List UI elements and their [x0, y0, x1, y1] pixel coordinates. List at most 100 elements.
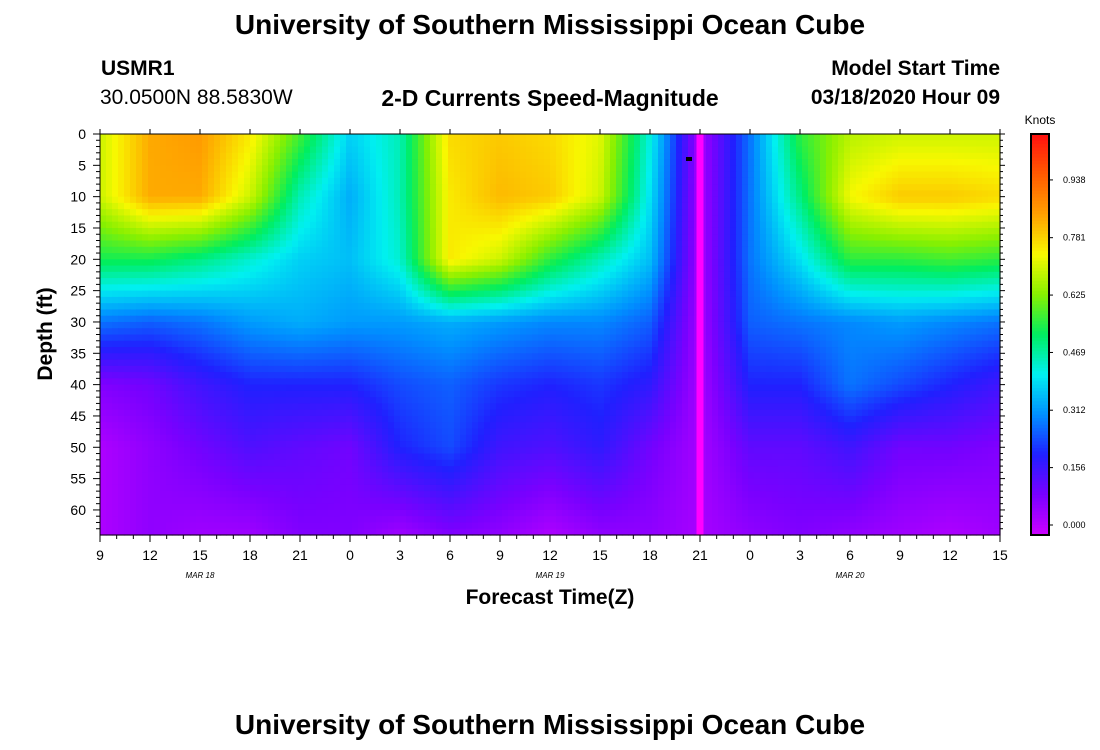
heatmap-cell	[610, 227, 617, 235]
heatmap-cell	[130, 321, 137, 329]
heatmap-cell	[340, 159, 347, 166]
heatmap-cell	[328, 309, 335, 317]
heatmap-cell	[472, 328, 479, 336]
heatmap-cell	[646, 259, 653, 267]
heatmap-cell	[418, 159, 425, 166]
heatmap-cell	[412, 140, 419, 148]
heatmap-cell	[712, 278, 719, 285]
heatmap-cell	[250, 190, 257, 198]
heatmap-cell	[958, 321, 965, 329]
heatmap-cell	[202, 284, 209, 292]
heatmap-cell	[604, 215, 611, 223]
heatmap-cell	[754, 246, 761, 254]
heatmap-cell	[106, 215, 113, 223]
heatmap-cell	[388, 234, 395, 242]
heatmap-cell	[808, 165, 815, 173]
heatmap-cell	[670, 177, 677, 185]
heatmap-cell	[406, 253, 413, 260]
heatmap-cell	[382, 271, 389, 279]
heatmap-cell	[616, 152, 623, 160]
heatmap-cell	[706, 184, 713, 191]
heatmap-cell	[472, 309, 479, 317]
heatmap-cell	[682, 328, 689, 336]
heatmap-cell	[682, 265, 689, 273]
heatmap-cell	[736, 140, 743, 148]
heatmap-cell	[856, 296, 863, 304]
heatmap-cell	[874, 202, 881, 210]
heatmap-cell	[460, 177, 467, 185]
heatmap-cell	[766, 259, 773, 267]
heatmap-cell	[970, 246, 977, 254]
heatmap-cell	[466, 234, 473, 242]
heatmap-cell	[778, 209, 785, 217]
heatmap-cell	[106, 209, 113, 217]
heatmap-cell	[280, 271, 287, 279]
heatmap-cell	[904, 221, 911, 229]
heatmap-cell	[604, 265, 611, 273]
heatmap-cell	[604, 152, 611, 160]
heatmap-cell	[472, 253, 479, 260]
heatmap-cell	[484, 215, 491, 223]
heatmap-cell	[286, 202, 293, 210]
heatmap-cell	[976, 328, 983, 336]
heatmap-cell	[676, 234, 683, 242]
heatmap-cell	[382, 177, 389, 185]
heatmap-cell	[850, 328, 857, 336]
heatmap-cell	[556, 309, 563, 317]
heatmap-cell	[652, 265, 659, 273]
heatmap-cell	[646, 246, 653, 254]
heatmap-cell	[886, 134, 893, 141]
heatmap-cell	[946, 171, 953, 179]
heatmap-cell	[898, 303, 905, 311]
heatmap-cell	[994, 284, 1001, 292]
heatmap-cell	[532, 177, 539, 185]
heatmap-cell	[286, 253, 293, 260]
heatmap-cell	[676, 246, 683, 254]
heatmap-cell	[910, 202, 917, 210]
heatmap-cell	[790, 303, 797, 311]
heatmap-cell	[376, 159, 383, 166]
heatmap-cell	[454, 240, 461, 248]
heatmap-cell	[484, 315, 491, 323]
heatmap-cell	[832, 271, 839, 279]
heatmap-cell	[826, 240, 833, 248]
heatmap-cell	[418, 259, 425, 267]
heatmap-cell	[538, 234, 545, 242]
heatmap-cell	[544, 328, 551, 336]
heatmap-cell	[292, 202, 299, 210]
heatmap-cell	[934, 152, 941, 160]
heatmap-cell	[520, 234, 527, 242]
heatmap-cell	[622, 159, 629, 166]
heatmap-cell	[820, 321, 827, 329]
heatmap-cell	[688, 202, 695, 210]
heatmap-cell	[814, 215, 821, 223]
heatmap-cell	[358, 159, 365, 166]
heatmap-cell	[994, 240, 1001, 248]
heatmap-cell	[796, 184, 803, 191]
heatmap-cell	[388, 171, 395, 179]
heatmap-cell	[922, 171, 929, 179]
heatmap-cell	[898, 234, 905, 242]
heatmap-cell	[166, 240, 173, 248]
heatmap-cell	[556, 140, 563, 148]
heatmap-cell	[304, 140, 311, 148]
heatmap-cell	[886, 202, 893, 210]
heatmap-cell	[166, 334, 173, 342]
heatmap-cell	[982, 284, 989, 292]
heatmap-cell	[568, 209, 575, 217]
heatmap-cell	[124, 184, 131, 191]
heatmap-cell	[352, 140, 359, 148]
heatmap-cell	[304, 246, 311, 254]
heatmap-cell	[616, 240, 623, 248]
heatmap-cell	[544, 246, 551, 254]
heatmap-cell	[742, 171, 749, 179]
heatmap-cell	[592, 196, 599, 204]
heatmap-cell	[784, 190, 791, 198]
heatmap-cell	[586, 184, 593, 191]
heatmap-cell	[340, 190, 347, 198]
heatmap-cell	[676, 171, 683, 179]
heatmap-cell	[604, 334, 611, 342]
heatmap-cell	[280, 140, 287, 148]
heatmap-cell	[916, 190, 923, 198]
heatmap-cell	[238, 140, 245, 148]
